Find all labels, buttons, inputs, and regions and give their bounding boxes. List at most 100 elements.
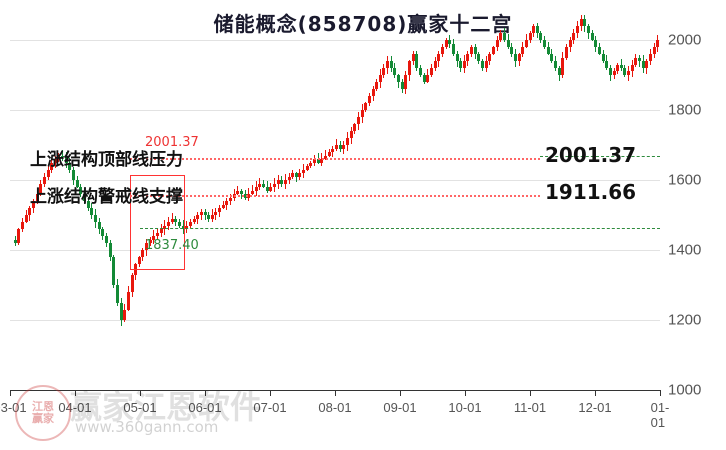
candlestick-body xyxy=(17,229,20,243)
candlestick-body xyxy=(598,47,601,54)
x-label-0101: 01-01 xyxy=(651,400,670,430)
candlestick-body xyxy=(456,54,459,61)
candlestick-body xyxy=(445,40,448,47)
candlestick-body xyxy=(372,89,375,96)
candlestick-body xyxy=(207,215,210,219)
x-label-0901: 09-01 xyxy=(383,400,416,415)
candlestick-body xyxy=(543,40,546,47)
candlestick-body xyxy=(127,292,130,310)
candlestick-body xyxy=(550,54,553,61)
candlestick-body xyxy=(653,47,656,54)
candlestick-body xyxy=(492,47,495,54)
candlestick-body xyxy=(602,54,605,61)
candlestick-body xyxy=(539,33,542,40)
candlestick-body xyxy=(364,103,367,110)
candlestick-body xyxy=(580,19,583,26)
gridline xyxy=(10,40,660,41)
candlestick-body xyxy=(507,40,510,47)
chart-title: 储能概念(858708)赢家十二宫 xyxy=(0,8,726,37)
candlestick-body xyxy=(499,33,502,40)
candlestick-body xyxy=(554,61,557,68)
candlestick-body xyxy=(397,75,400,82)
candlestick-body xyxy=(302,170,305,174)
candlestick-body xyxy=(631,65,634,72)
candlestick-body xyxy=(335,145,338,149)
candlestick-body xyxy=(642,61,645,68)
candlestick-body xyxy=(14,240,17,244)
candlestick-body xyxy=(236,191,239,195)
candlestick-body xyxy=(353,124,356,131)
x-tick xyxy=(400,390,401,396)
candlestick-body xyxy=(21,222,24,229)
candlestick-body xyxy=(251,191,254,195)
candlestick-body xyxy=(583,19,586,26)
candlestick-body xyxy=(131,275,134,293)
candlestick-body xyxy=(291,173,294,177)
top-pressure-label: 上涨结构顶部线压力 xyxy=(30,145,183,170)
y-tick-1200: 1200 xyxy=(668,312,701,329)
candlestick-body xyxy=(306,166,309,170)
candlestick-body xyxy=(105,236,108,243)
support-label: 上涨结构警戒线支撑 xyxy=(30,182,183,207)
candlestick-body xyxy=(488,54,491,61)
chart-root: 储能概念(858708)赢家十二宫 2000 1800 1600 1400 12… xyxy=(0,0,726,450)
candlestick-body xyxy=(101,229,104,236)
candlestick-body xyxy=(390,61,393,68)
candlestick-body xyxy=(214,212,217,216)
candlestick-body xyxy=(609,68,612,75)
candlestick-body xyxy=(649,54,652,61)
candlestick-body xyxy=(645,61,648,68)
candlestick-body xyxy=(284,180,287,184)
candlestick-body xyxy=(258,184,261,188)
candlestick-body xyxy=(547,47,550,54)
candlestick-body xyxy=(463,61,466,68)
bottom-support-green-label: 1837.40 xyxy=(145,238,199,253)
candlestick-body xyxy=(211,215,214,219)
candlestick-body xyxy=(204,212,207,216)
candlestick-body xyxy=(474,47,477,54)
candlestick-body xyxy=(262,184,265,188)
candlestick-body xyxy=(536,26,539,33)
x-tick xyxy=(335,390,336,396)
seal-logo: 江恩 赢家 xyxy=(15,385,71,441)
candlestick-body xyxy=(412,54,415,61)
candlestick-body xyxy=(477,54,480,61)
y-tick-1800: 1800 xyxy=(668,102,701,119)
x-label-1001: 10-01 xyxy=(448,400,481,415)
y-tick-2000: 2000 xyxy=(668,32,701,49)
candlestick-body xyxy=(426,75,429,82)
candlestick-body xyxy=(357,117,360,124)
candlestick-body xyxy=(510,47,513,54)
candlestick-body xyxy=(408,61,411,75)
candlestick-body xyxy=(569,40,572,47)
candlestick-body xyxy=(112,257,115,285)
candlestick-body xyxy=(98,222,101,229)
y-tick-1000: 1000 xyxy=(668,382,701,399)
candlestick-body xyxy=(382,68,385,75)
candlestick-body xyxy=(415,54,418,68)
seal-text-2: 赢家 xyxy=(32,413,54,425)
candlestick-body xyxy=(196,215,199,219)
candlestick-body xyxy=(94,215,97,222)
candlestick-body xyxy=(565,47,568,58)
candlestick-body xyxy=(229,198,232,202)
candlestick-body xyxy=(269,187,272,191)
candlestick-body xyxy=(518,54,521,61)
candlestick-body xyxy=(470,47,473,54)
candlestick-body xyxy=(25,215,28,222)
candlestick-body xyxy=(361,110,364,117)
candlestick-body xyxy=(240,191,243,195)
candlestick-body xyxy=(375,82,378,89)
candlestick-body xyxy=(346,138,349,145)
candlestick-body xyxy=(401,82,404,89)
candlestick-body xyxy=(623,68,626,75)
candlestick-body xyxy=(605,61,608,68)
x-tick xyxy=(10,390,11,396)
candlestick-body xyxy=(576,26,579,33)
candlestick-body xyxy=(295,173,298,177)
candlestick-body xyxy=(591,33,594,40)
x-label-1101: 11-01 xyxy=(514,400,546,415)
candlestick-body xyxy=(558,68,561,75)
y-tick-1600: 1600 xyxy=(668,172,701,189)
candlestick-body xyxy=(47,170,50,177)
